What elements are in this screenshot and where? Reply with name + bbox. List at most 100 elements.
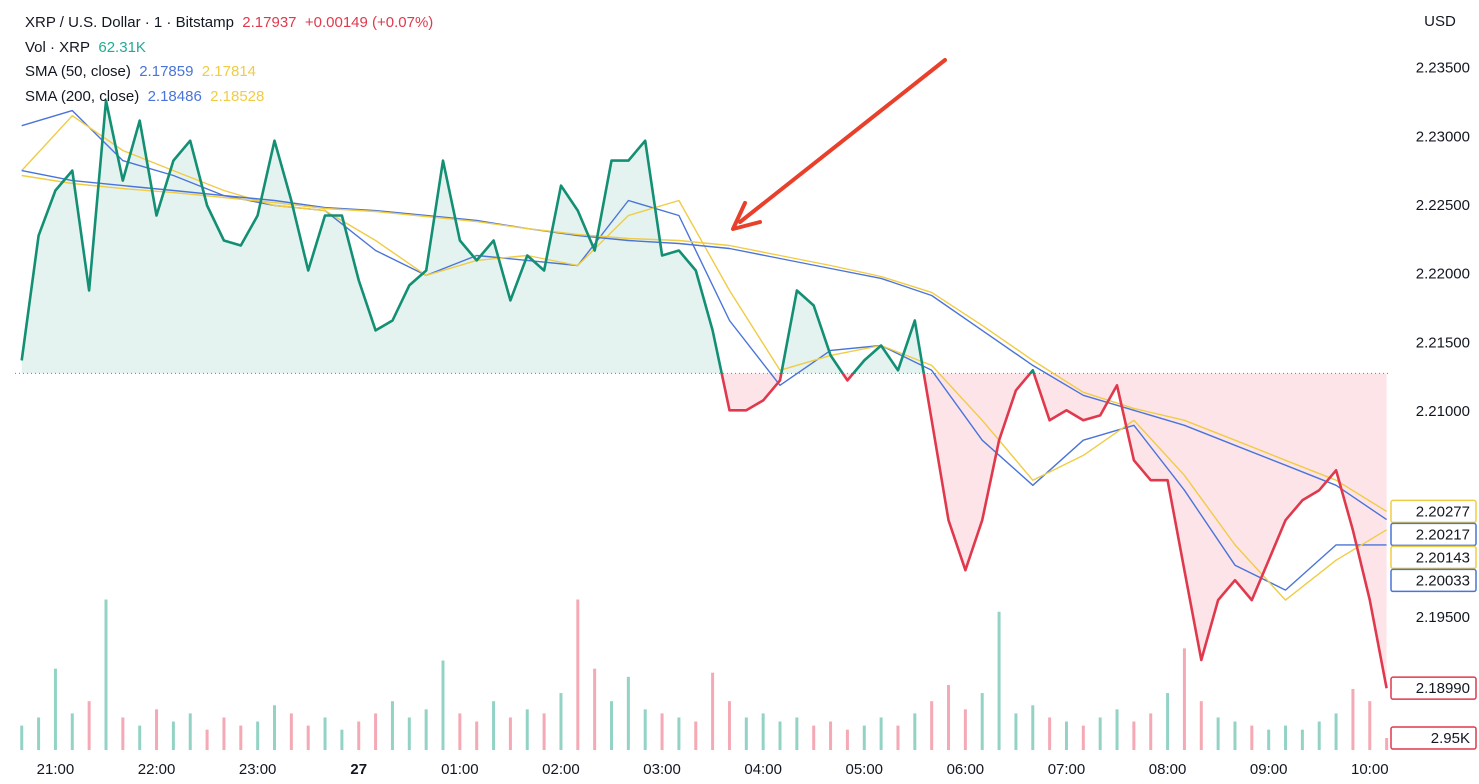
y-tick-label: 2.21500 <box>1416 334 1470 351</box>
volume-bar <box>660 713 664 750</box>
sma-value: 2.18486 <box>147 87 202 105</box>
price-scale-label-text: 2.20143 <box>1416 549 1470 566</box>
x-tick-label: 27 <box>350 761 367 778</box>
price-scale-label: 2.18990 <box>1390 676 1477 700</box>
x-tick-label: 07:00 <box>1048 761 1086 778</box>
volume-bar <box>340 729 344 750</box>
axis-layer: 2.23500 2.23000 2.22500 2.22000 2.21500 2.210… <box>37 60 1477 778</box>
price-scale-label: 2.20033 <box>1390 568 1477 593</box>
price-scale-label: 2.20143 <box>1390 545 1477 570</box>
volume-bar <box>1267 729 1271 750</box>
x-tick-label: 06:00 <box>947 761 985 778</box>
volume-layer <box>20 599 1389 750</box>
x-tick-label: 02:00 <box>542 761 580 778</box>
volume-bar <box>1149 713 1153 750</box>
price-scale-label-text: 2.95K <box>1431 730 1470 747</box>
volume-bar <box>812 725 816 750</box>
price-area <box>21 100 1387 689</box>
volume-bar <box>1182 648 1186 750</box>
volume-bar <box>1216 717 1220 750</box>
x-tick-label: 10:00 <box>1351 761 1389 778</box>
volume-bar <box>610 701 614 750</box>
x-tick-label: 22:00 <box>138 761 176 778</box>
volume-bar <box>390 701 394 750</box>
price-layer <box>20 99 1388 689</box>
legend-row: XRP / U.S. Dollar · 1 · Bitstamp 2.17937… <box>25 11 433 36</box>
x-tick-label: 08:00 <box>1149 761 1187 778</box>
volume-bar <box>997 611 1001 750</box>
volume-bar <box>104 599 108 750</box>
symbol: XRP / U.S. Dollar · 1 · Bitstamp <box>25 14 234 31</box>
currency-label: USD <box>1424 13 1456 30</box>
volume-bar <box>896 725 900 750</box>
price-scale-label: 2.20277 <box>1390 499 1477 524</box>
volume-bar <box>1385 738 1389 750</box>
y-tick-label: 2.23500 <box>1416 60 1470 77</box>
volume-bar <box>947 684 951 750</box>
legend-row: Vol · XRP 62.31K <box>25 36 433 61</box>
volume-bar <box>20 725 24 750</box>
volume-bar <box>188 713 192 750</box>
volume-bar <box>1233 721 1237 750</box>
volume-bar <box>256 721 260 750</box>
volume-bar <box>138 725 142 750</box>
x-tick-label: 23:00 <box>239 761 277 778</box>
x-tick-label: 05:00 <box>845 761 883 778</box>
sma-value: 2.18528 <box>210 87 265 105</box>
volume-bar <box>1351 689 1355 750</box>
volume-bar <box>626 676 630 750</box>
volume-bar <box>1014 713 1018 750</box>
volume-bar <box>458 713 462 750</box>
volume-bar <box>862 725 866 750</box>
volume-bar <box>1064 721 1068 750</box>
volume-bar <box>441 660 445 750</box>
volume-bar <box>795 717 799 750</box>
volume-bar <box>53 668 57 750</box>
volume-bar <box>677 717 681 750</box>
price-scale-label-box <box>1390 522 1477 547</box>
volume-bar <box>525 709 529 750</box>
y-tick-label: 2.22500 <box>1416 197 1470 214</box>
volume-bar <box>424 709 428 750</box>
x-tick-label: 04:00 <box>744 761 782 778</box>
volume-bar <box>239 725 243 750</box>
volume-bar <box>559 693 563 750</box>
price-line <box>20 99 1388 689</box>
volume-bar <box>1048 717 1052 750</box>
price-scale-label: 2.20217 <box>1390 522 1477 547</box>
sma-name: SMA (200, close) <box>25 87 140 105</box>
x-tick-label: 01:00 <box>441 761 479 778</box>
y-tick-label: 2.21000 <box>1416 403 1470 420</box>
volume-bar <box>913 713 917 750</box>
y-tick-label: 2.19500 <box>1416 609 1470 626</box>
volume-bar <box>306 725 310 750</box>
sma-layer <box>21 109 1387 601</box>
legend-change: +0.00149 (+0.07%) <box>304 14 434 31</box>
volume-bar <box>70 713 74 750</box>
x-tick-label: 09:00 <box>1250 761 1288 778</box>
volume-bar <box>205 729 209 750</box>
volume-bar <box>289 713 293 750</box>
volume-bar <box>1098 717 1102 750</box>
volume-bar <box>879 717 883 750</box>
annotation-arrow-shaft <box>738 58 947 224</box>
legend-row: SMA (50, close) 2.17859 2.17814 <box>25 60 433 85</box>
price-scale-label-text: 2.20277 <box>1416 503 1470 520</box>
volume-bar <box>930 701 934 750</box>
y-tick-label: 2.22000 <box>1416 266 1470 283</box>
volume-bar <box>492 701 496 750</box>
legend: XRP / U.S. Dollar · 1 · Bitstamp 2.17937… <box>25 11 433 109</box>
volume-bar <box>121 717 125 750</box>
price-scale-label-box <box>1390 545 1477 570</box>
volume-bar <box>475 721 479 750</box>
volume-bar <box>407 717 411 750</box>
volume-bar <box>761 713 765 750</box>
price-scale-label-text: 2.20217 <box>1416 526 1470 543</box>
volume-bar <box>222 717 226 750</box>
annotation-arrow-head <box>731 201 762 231</box>
volume-bar <box>643 709 647 750</box>
volume-bar <box>323 717 327 750</box>
volume-bar <box>87 701 91 750</box>
